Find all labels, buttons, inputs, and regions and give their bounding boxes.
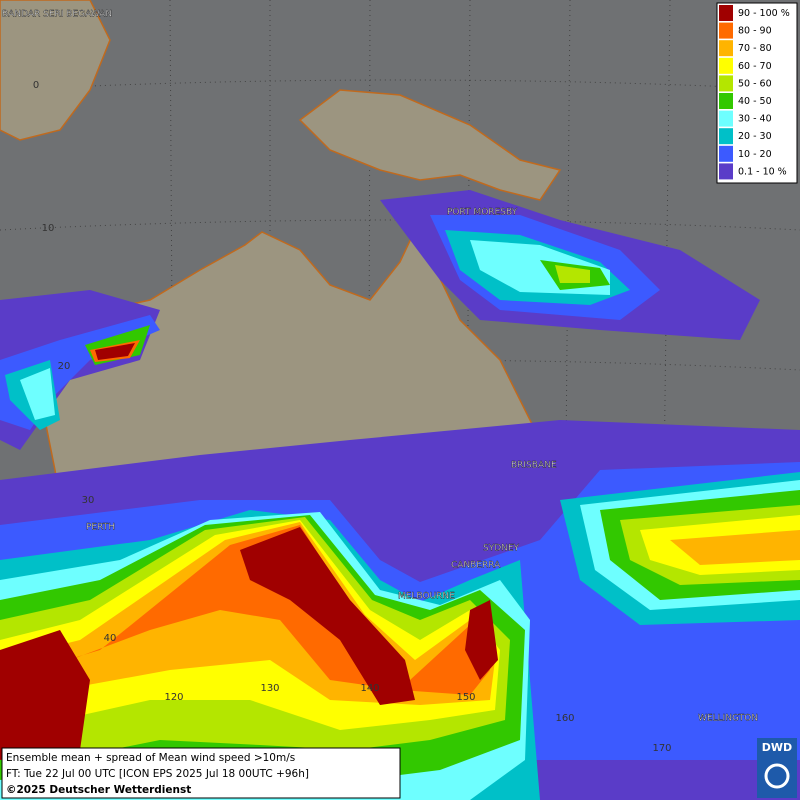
legend-label: 10 - 20 <box>738 149 772 160</box>
caption-line: ©2025 Deutscher Wetterdienst <box>6 784 191 796</box>
legend-swatch <box>719 5 733 21</box>
legend-swatch <box>719 93 733 109</box>
city-label: CANBERRA <box>451 561 501 571</box>
legend-swatch <box>719 40 733 57</box>
legend-label: 60 - 70 <box>738 61 772 72</box>
probability-area <box>0 343 498 760</box>
grid-label: 150 <box>456 692 475 703</box>
legend-swatch <box>719 22 733 39</box>
probability-area <box>0 522 800 705</box>
legend-swatch <box>719 128 733 145</box>
legend-swatch <box>719 110 733 127</box>
grid-label: 40 <box>104 633 117 644</box>
probability-area <box>0 340 490 695</box>
legend-swatch <box>719 145 733 162</box>
city-label: SYDNEY <box>483 544 520 554</box>
legend-swatch <box>719 57 733 74</box>
grid-label: 160 <box>555 713 574 724</box>
grid-label: 140 <box>360 683 379 694</box>
legend-label: 80 - 90 <box>738 26 772 37</box>
city-label: BANDAR SERI BEGAWAN <box>2 10 112 20</box>
legend-label: 70 - 80 <box>738 43 772 54</box>
caption-box <box>1 747 401 799</box>
legend-label: 40 - 50 <box>738 96 772 107</box>
grid-label: 30 <box>82 495 95 506</box>
logo-swirl <box>764 763 790 789</box>
legend-swatch <box>719 75 733 92</box>
probability-field <box>0 190 800 800</box>
city-label: PORT MORESBY <box>447 208 518 218</box>
grid-label: 0 <box>33 80 39 91</box>
legend-label: 90 - 100 % <box>738 8 790 19</box>
city-label: BRISBANE <box>511 461 557 471</box>
grid-label: 130 <box>260 683 279 694</box>
logo-text: DWD <box>762 741 792 754</box>
legend-swatch <box>719 163 733 180</box>
grid-label: 120 <box>164 692 183 703</box>
city-label: MELBOURNE <box>398 592 455 602</box>
caption-line: Ensemble mean + spread of Mean wind spee… <box>6 752 295 764</box>
legend-label: 30 - 40 <box>738 114 772 125</box>
legend-label: 0.1 - 10 % <box>738 166 787 177</box>
caption-line: FT: Tue 22 Jul 00 UTC [ICON EPS 2025 Jul… <box>6 768 309 780</box>
grid-label: 20 <box>58 361 71 372</box>
city-label: WELLINGTON <box>698 714 758 724</box>
grid-label: 170 <box>652 743 671 754</box>
legend-label: 50 - 60 <box>738 78 772 89</box>
legend-label: 20 - 30 <box>738 131 772 142</box>
city-label: PERTH <box>86 523 115 533</box>
grid-label: 10 <box>42 223 55 234</box>
